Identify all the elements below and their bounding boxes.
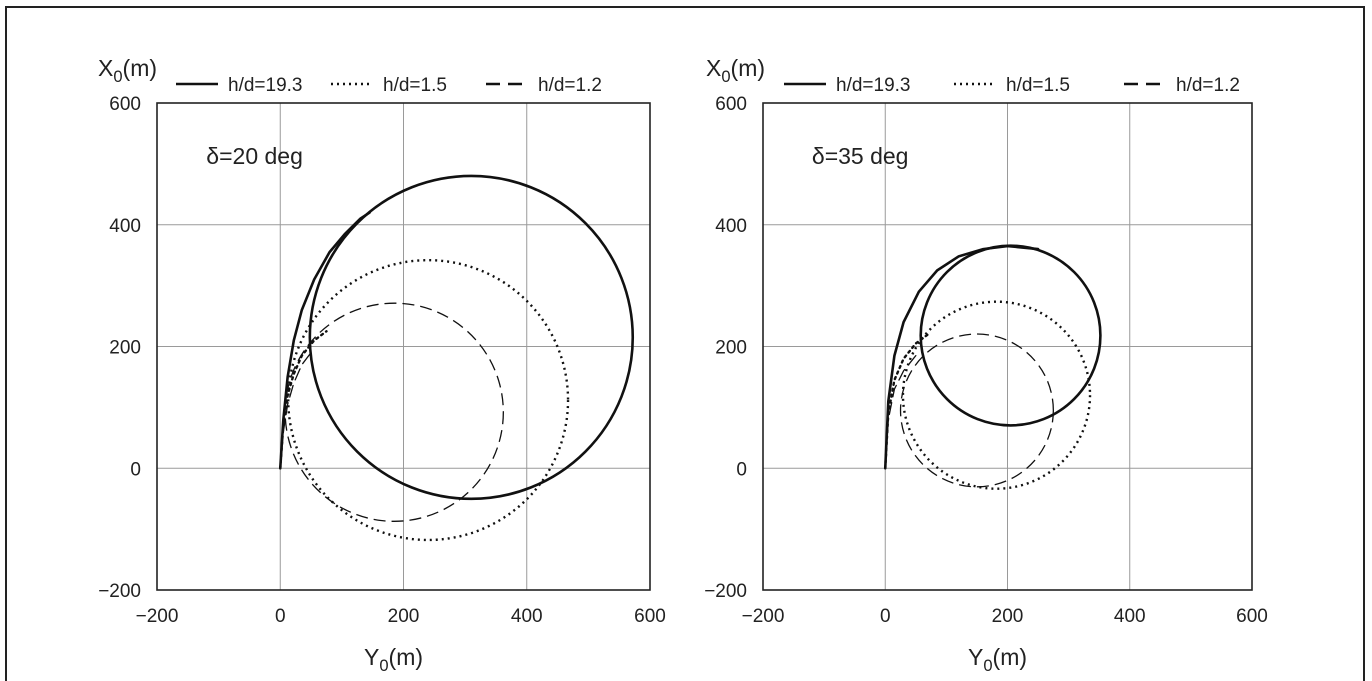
x-axis-label: Y0(m) xyxy=(364,644,423,675)
approach-curve xyxy=(884,354,917,469)
x-tick-label: 600 xyxy=(1236,606,1268,627)
x-tick-label: 600 xyxy=(634,606,666,627)
plot-area xyxy=(762,102,1253,591)
approach-curve xyxy=(884,333,930,470)
y-tick-label: 200 xyxy=(715,338,747,359)
series-dashed xyxy=(279,302,504,522)
turning-circle xyxy=(287,258,570,542)
y-tick-label: 400 xyxy=(715,216,747,237)
x-tick-label: 0 xyxy=(880,606,891,627)
x-tick-label: 400 xyxy=(511,606,543,627)
legend-label: h/d=1.2 xyxy=(1176,75,1240,96)
x-tick-label: 200 xyxy=(992,606,1024,627)
delta-annotation: δ=35 deg xyxy=(812,143,909,169)
x-tick-label: 400 xyxy=(1114,606,1146,627)
turning-circle xyxy=(308,174,635,501)
y-tick-label: 0 xyxy=(130,459,141,480)
plot-area xyxy=(156,102,651,591)
turning-circle xyxy=(899,333,1054,488)
series-solid xyxy=(883,244,1102,470)
turning-circle xyxy=(284,302,504,522)
series-dotted xyxy=(279,258,570,542)
y-tick-label: 0 xyxy=(736,459,747,480)
y-tick-label: 400 xyxy=(109,216,141,237)
figure-frame xyxy=(5,6,1365,681)
series-dotted xyxy=(884,300,1092,490)
legend-label: h/d=19.3 xyxy=(228,75,303,96)
legend-label: h/d=1.5 xyxy=(1006,75,1070,96)
approach-curve xyxy=(883,244,1040,470)
turning-circle xyxy=(919,244,1102,427)
y-axis-label: X0(m) xyxy=(98,55,157,86)
approach-curve xyxy=(279,330,328,470)
y-tick-label: −200 xyxy=(98,581,141,602)
y-tick-label: 600 xyxy=(715,94,747,115)
y-axis-label: X0(m) xyxy=(706,55,765,86)
chart-2: −200 0 200 400 600 −200 0 200 400 600 Y0(m) X0(m) δ=… xyxy=(704,55,1268,675)
x-tick-label: 0 xyxy=(275,606,286,627)
legend-label: h/d=1.5 xyxy=(383,75,447,96)
chart-1: −200 0 200 400 600 −200 0 200 400 600 Y0(m) X0(m) δ=… xyxy=(98,55,666,675)
y-tick-label: 600 xyxy=(109,94,141,115)
x-axis-label: Y0(m) xyxy=(968,644,1027,675)
y-tick-label: 200 xyxy=(109,338,141,359)
legend-label: h/d=1.2 xyxy=(538,75,602,96)
approach-curve xyxy=(279,351,312,469)
x-tick-label: −200 xyxy=(742,606,785,627)
delta-annotation: δ=20 deg xyxy=(206,143,303,169)
y-tick-label: −200 xyxy=(704,581,747,602)
series-dashed xyxy=(884,333,1054,488)
turning-circle xyxy=(901,300,1092,490)
x-tick-label: −200 xyxy=(136,606,179,627)
series-solid xyxy=(278,174,635,501)
x-tick-label: 200 xyxy=(388,606,420,627)
legend-label: h/d=19.3 xyxy=(836,75,911,96)
approach-curve xyxy=(278,211,371,470)
